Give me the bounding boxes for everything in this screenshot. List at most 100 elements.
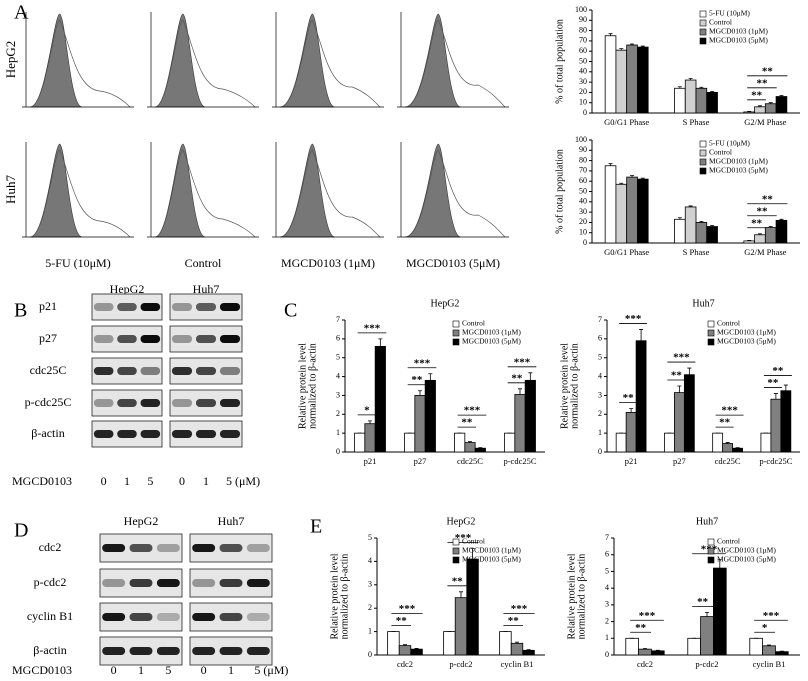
dose-label: 1: [203, 474, 209, 488]
y-tick-label: 1: [605, 633, 609, 642]
blot-band: [140, 367, 161, 375]
significance-label: ***: [721, 405, 738, 417]
legend-label: MGCD0103 (1μM): [717, 328, 776, 337]
blot-band: [156, 613, 180, 621]
legend-label: MGCD0103 (1μM): [462, 546, 521, 555]
x-tick-label: cdc25C: [457, 456, 483, 466]
legend-label: MGCD0103 (5μM): [462, 555, 521, 564]
dose-label: 0: [179, 474, 185, 488]
error-bar: [640, 45, 645, 48]
bar: [625, 411, 637, 453]
legend-label: Control: [709, 148, 732, 157]
blot-band: [219, 647, 243, 655]
legend-swatch: [707, 538, 715, 546]
x-tick-label: p-cdc25C: [503, 456, 536, 466]
legend-label: MGCD0103 (5μM): [717, 337, 776, 346]
histogram-outline: [404, 19, 506, 108]
blot-row-label: cdc2: [39, 540, 62, 554]
y-tick-label: 4: [368, 556, 372, 565]
significance-label: **: [756, 77, 768, 89]
bar: [404, 432, 416, 453]
y-tick-label: 2: [605, 616, 609, 625]
column-label: Control: [185, 256, 222, 270]
blot-row-label: β-actin: [33, 643, 66, 657]
y-tick-label: 6: [598, 334, 602, 343]
significance-label: **: [719, 417, 731, 429]
bar: [522, 649, 535, 656]
y-tick-label: 100: [575, 5, 587, 14]
y-tick-label: 2: [598, 409, 602, 418]
significance-label: ***: [673, 352, 690, 364]
x-tick-label: cdc25C: [715, 456, 741, 466]
error-bar: [779, 650, 784, 652]
significance-label: **: [751, 217, 763, 229]
blot-band: [93, 335, 114, 343]
panel-letter: E: [310, 516, 322, 538]
blot-band: [219, 367, 241, 375]
bar: [754, 106, 766, 114]
dose-label: 1: [228, 663, 234, 677]
x-tick-label: p27: [414, 456, 427, 466]
y-tick-label: 7: [605, 533, 609, 542]
y-tick-label: 80: [579, 25, 587, 34]
significance-label: ***: [464, 405, 481, 417]
blot-band: [195, 367, 217, 375]
blot-band: [129, 544, 153, 552]
error-bar: [757, 233, 762, 235]
y-axis-label: % of total population: [554, 149, 565, 234]
bar: [514, 394, 526, 453]
error-bar: [747, 111, 752, 112]
error-bar: [403, 644, 407, 646]
legend-swatch: [699, 37, 707, 45]
histogram-outline: [29, 149, 131, 238]
error-bar: [677, 86, 682, 89]
y-tick-label: 90: [579, 145, 587, 154]
blot-band: [192, 647, 216, 655]
bar: [706, 226, 718, 244]
y-tick-label: 0: [583, 108, 587, 117]
bar: [743, 240, 755, 244]
y-tick-label: 60: [579, 46, 587, 55]
error-bar: [428, 373, 433, 381]
histogram-peak: [404, 143, 461, 238]
y-tick-label: 50: [579, 186, 587, 195]
dose-label: 0: [101, 474, 107, 488]
bar: [398, 645, 412, 656]
y-tick-label: 40: [579, 67, 587, 76]
error-bar: [688, 205, 693, 207]
error-bar: [468, 441, 472, 443]
y-tick-label: 50: [579, 56, 587, 65]
error-bar: [526, 649, 531, 651]
error-bar: [478, 447, 483, 449]
blot-header: HepG2: [124, 514, 159, 528]
x-tick-label: p21: [625, 456, 638, 466]
blot-band: [102, 613, 126, 621]
blot-band: [171, 335, 193, 343]
histogram-peak: [279, 143, 335, 238]
legend-swatch: [452, 338, 460, 346]
blot-band: [171, 367, 193, 375]
significance-label: ***: [511, 603, 528, 615]
blot-band: [219, 335, 241, 343]
error-bar: [735, 447, 740, 449]
error-bar: [710, 90, 715, 93]
histogram-peak: [29, 13, 82, 108]
bar: [504, 432, 516, 453]
error-bar: [747, 240, 752, 241]
significance-label: **: [772, 365, 784, 377]
bar: [743, 111, 755, 114]
x-tick-label: cyclin B1: [501, 659, 534, 669]
bar: [674, 87, 686, 114]
y-tick-label: 4: [605, 583, 609, 592]
dose-label: 1: [124, 474, 130, 488]
y-tick-label: 2: [336, 409, 340, 418]
error-bar: [414, 648, 419, 650]
blot-band: [195, 335, 217, 343]
dose-label: 5 (μM): [226, 474, 260, 488]
legend-label: MGCD0103 (5μM): [709, 166, 768, 175]
error-bar: [655, 649, 660, 651]
y-tick-label: 3: [368, 580, 372, 589]
y-axis-label: normalized to β-actin: [307, 343, 318, 429]
panel-letter: B: [14, 300, 27, 322]
blot-row-label: p-cdc25C: [25, 395, 72, 409]
